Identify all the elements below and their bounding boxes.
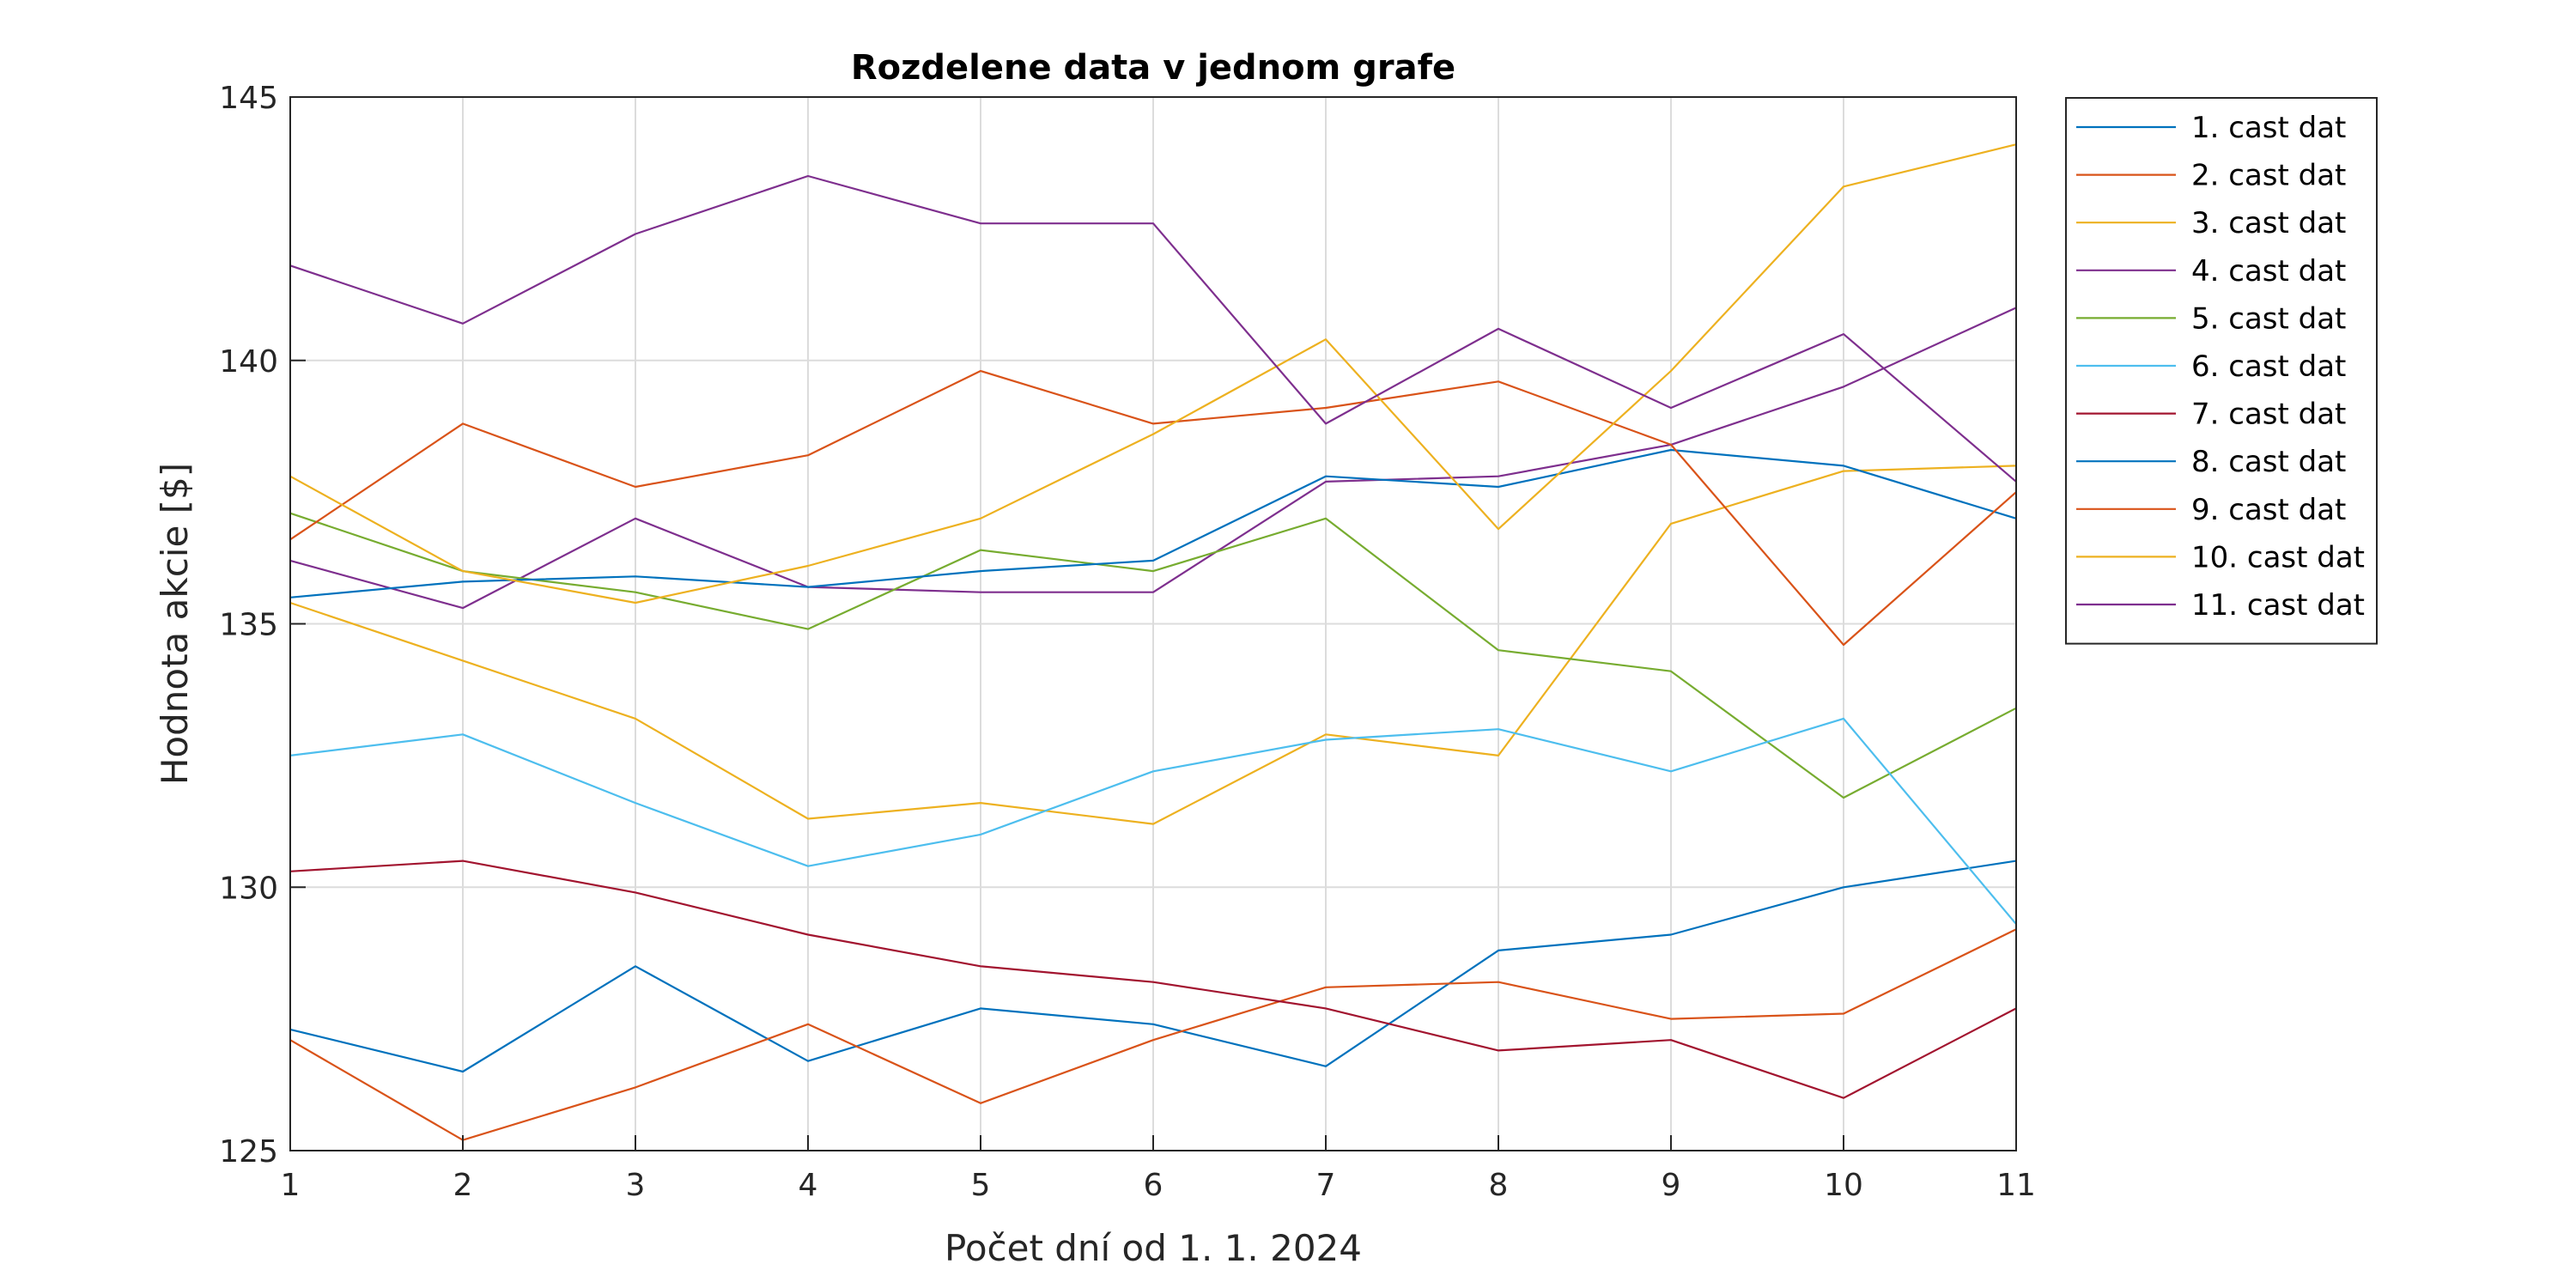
legend-entry: 3. cast dat	[2191, 206, 2346, 240]
y-tick-labels: 125 130 135 140 145	[219, 81, 278, 1170]
y-tick-label: 125	[219, 1134, 278, 1170]
x-tick-label: 10	[1824, 1168, 1863, 1203]
x-tick-label: 8	[1489, 1168, 1509, 1203]
y-axis-label: Hodnota akcie [$]	[154, 463, 196, 785]
legend-entry: 7. cast dat	[2191, 398, 2346, 432]
series-line-1	[289, 860, 2017, 1073]
legend-entry: 10. cast dat	[2191, 540, 2365, 574]
legend-entry: 1. cast dat	[2191, 111, 2346, 145]
series-line-6	[289, 717, 2017, 925]
x-tick-labels: 1 2 3 4 5 6 7 8 9 10 11	[281, 1168, 2036, 1203]
x-tick-label: 4	[799, 1168, 818, 1203]
x-tick-label: 6	[1144, 1168, 1163, 1203]
x-axis-label: Počet dní od 1. 1. 2024	[945, 1227, 1362, 1269]
legend-entry: 8. cast dat	[2191, 445, 2346, 479]
series-line-10	[289, 143, 2017, 605]
y-tick-label: 140	[219, 344, 278, 380]
x-tick-label: 3	[626, 1168, 646, 1203]
legend-entry: 6. cast dat	[2191, 349, 2346, 384]
x-tick-label: 2	[453, 1168, 473, 1203]
legend: 1. cast dat 2. cast dat 3. cast dat 4. cast…	[2065, 97, 2378, 645]
chart-title: Rozdelene data v jednom grafe	[851, 48, 1455, 88]
series-line-2	[289, 928, 2017, 1141]
legend-box	[2065, 97, 2378, 645]
x-tick-label: 7	[1316, 1168, 1336, 1203]
legend-entry: 5. cast dat	[2191, 301, 2346, 336]
legend-entry: 11. cast dat	[2191, 588, 2365, 623]
series-line-5	[289, 512, 2017, 799]
axis-ticks	[289, 96, 2017, 1151]
legend-entry: 4. cast dat	[2191, 254, 2346, 289]
series-line-3	[289, 465, 2017, 825]
x-tick-label: 11	[1996, 1168, 2036, 1203]
series-lines	[289, 143, 2017, 1141]
y-tick-label: 145	[219, 81, 278, 116]
series-line-4	[289, 307, 2017, 610]
y-tick-label: 135	[219, 608, 278, 643]
legend-entry: 2. cast dat	[2191, 159, 2346, 193]
series-line-11	[289, 174, 2017, 483]
x-tick-label: 5	[971, 1168, 991, 1203]
x-tick-label: 9	[1662, 1168, 1681, 1203]
series-line-9	[289, 369, 2017, 647]
series-line-8	[289, 448, 2017, 598]
x-tick-label: 1	[281, 1168, 301, 1203]
legend-entry: 9. cast dat	[2191, 493, 2346, 527]
y-tick-label: 130	[219, 871, 278, 906]
series-line-7	[289, 860, 2017, 1099]
